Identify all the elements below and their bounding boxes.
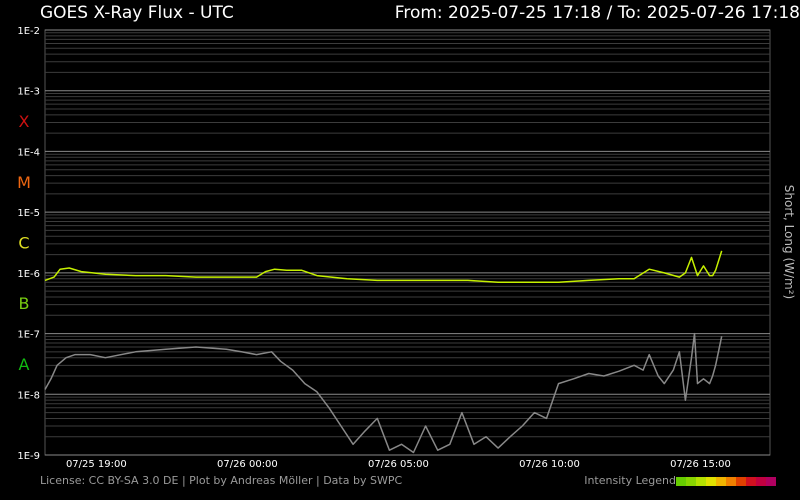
flare-class-c: C	[18, 234, 29, 253]
legend-swatch	[676, 477, 686, 486]
legend-swatch	[716, 477, 726, 486]
series-line-long	[44, 250, 723, 284]
y-tick-label: 1E-5	[17, 208, 40, 219]
x-tick-label: 07/26 00:00	[217, 459, 278, 470]
legend-swatch	[726, 477, 736, 486]
series-line-short	[44, 332, 723, 454]
y-tick-label: 1E-6	[17, 269, 40, 280]
legend-swatch	[766, 477, 776, 486]
y-axis-title: Short, Long (W/m²)	[782, 185, 796, 299]
x-tick-label: 07/25 19:00	[66, 459, 127, 470]
y-tick-label: 1E-3	[17, 87, 40, 98]
y-tick-label: 1E-8	[17, 390, 40, 401]
y-tick-label: 1E-9	[17, 451, 40, 462]
flare-class-x: X	[19, 112, 30, 131]
legend-swatch	[686, 477, 696, 486]
intensity-legend-label: Intensity Legend	[584, 474, 676, 487]
x-tick-label: 07/26 05:00	[368, 459, 429, 470]
intensity-legend-bar	[676, 477, 776, 486]
y-tick-label: 1E-4	[17, 147, 40, 158]
flare-class-b: B	[19, 294, 30, 313]
credits-text: License: CC BY-SA 3.0 DE | Plot by Andre…	[40, 474, 403, 487]
chart-title: GOES X-Ray Flux - UTC	[40, 3, 234, 23]
y-tick-label: 1E-2	[17, 26, 40, 37]
flare-class-m: M	[17, 173, 31, 192]
flare-class-a: A	[19, 355, 30, 374]
x-tick-label: 07/26 10:00	[519, 459, 580, 470]
legend-swatch	[736, 477, 746, 486]
time-range: From: 2025-07-25 17:18 / To: 2025-07-26 …	[394, 3, 800, 23]
legend-swatch	[696, 477, 706, 486]
legend-swatch	[756, 477, 766, 486]
legend-swatch	[746, 477, 756, 486]
legend-swatch	[706, 477, 716, 486]
y-tick-label: 1E-7	[17, 330, 40, 341]
x-tick-label: 07/26 15:00	[670, 459, 731, 470]
